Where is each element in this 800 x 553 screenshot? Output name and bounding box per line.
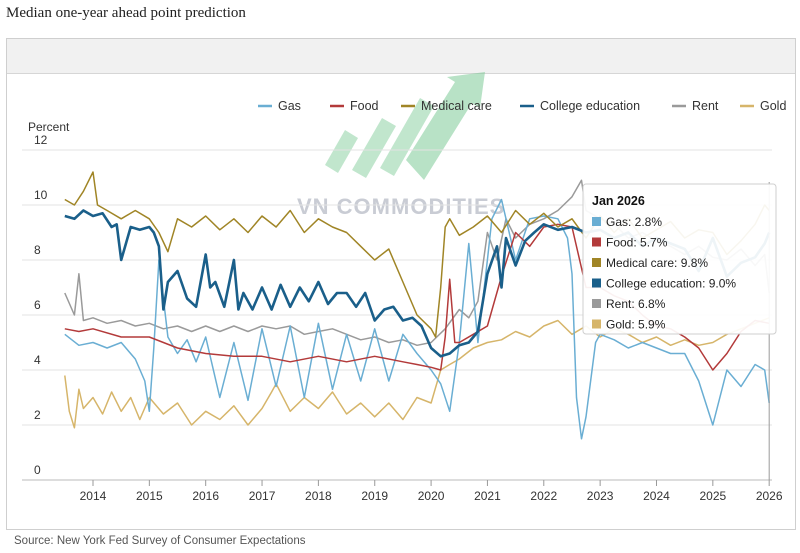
x-tick-label: 2020 [418, 489, 445, 503]
series-line-gold [64, 317, 770, 429]
x-tick-label: 2014 [80, 489, 107, 503]
y-axis-label: Percent [28, 120, 70, 134]
legend-label: College education [540, 99, 640, 113]
legend-item-food[interactable]: Food [330, 99, 379, 113]
tooltip: Jan 2026 Gas: 2.8% Food: 5.7% Medical care… [582, 183, 777, 335]
x-tick-label: 2026 [756, 489, 783, 503]
tooltip-swatch [592, 278, 601, 288]
tooltip-swatch [592, 299, 601, 308]
x-tick-label: 2016 [192, 489, 219, 503]
tooltip-title: Jan 2026 [592, 194, 645, 208]
x-tick-label: 2023 [587, 489, 614, 503]
legend-item-rent[interactable]: Rent [672, 99, 719, 113]
tooltip-swatch [592, 217, 601, 226]
panel-header-band [7, 39, 795, 74]
legend-label: Rent [692, 99, 719, 113]
tooltip-box [582, 183, 777, 335]
x-tick-label: 2019 [361, 489, 388, 503]
y-tick-label: 2 [34, 408, 41, 422]
legend-label: Medical care [421, 99, 492, 113]
watermark: VN COMMODITIES [297, 72, 505, 219]
legend-item-gas[interactable]: Gas [258, 99, 301, 113]
x-tick-label: 2025 [699, 489, 726, 503]
legend-label: Food [350, 99, 379, 113]
tooltip-item: Medical care: 9.8% [606, 256, 708, 270]
y-tick-label: 10 [34, 188, 48, 202]
x-tick-label: 2021 [474, 489, 501, 503]
legend-item-gold[interactable]: Gold [740, 99, 786, 113]
y-tick-label: 8 [34, 243, 41, 257]
legend-label: Gold [760, 99, 786, 113]
series-line-gas [64, 198, 770, 440]
source-note: Source: New York Fed Survey of Consumer … [14, 535, 306, 547]
legend[interactable]: Gas Food Medical care College education Rent… [258, 99, 786, 113]
tooltip-item: College education: 9.0% [606, 277, 736, 291]
watermark-text: VN COMMODITIES [297, 194, 505, 219]
x-tick-label: 2015 [136, 489, 163, 503]
tooltip-item: Rent: 6.8% [606, 297, 666, 311]
legend-item-medical-care[interactable]: Medical care [401, 99, 492, 113]
y-tick-label: 4 [34, 353, 41, 367]
y-tick-label: 6 [34, 298, 41, 312]
y-tick-label: 0 [34, 463, 41, 477]
x-tick-label: 2017 [249, 489, 276, 503]
tooltip-item: Gold: 5.9% [606, 318, 666, 332]
y-tick-label: 12 [34, 133, 48, 147]
tooltip-swatch [592, 258, 601, 267]
tooltip-swatch [592, 319, 601, 329]
page-title: Median one-year ahead point prediction [6, 5, 246, 21]
tooltip-item: Gas: 2.8% [606, 215, 662, 229]
legend-label: Gas [278, 99, 301, 113]
x-tick-label: 2024 [643, 489, 670, 503]
watermark-logo-icon [325, 72, 485, 180]
x-tick-label: 2018 [305, 489, 332, 503]
tooltip-swatch [592, 237, 601, 247]
legend-item-college-education[interactable]: College education [520, 99, 640, 113]
tooltip-item: Food: 5.7% [606, 236, 668, 250]
x-tick-label: 2022 [530, 489, 557, 503]
